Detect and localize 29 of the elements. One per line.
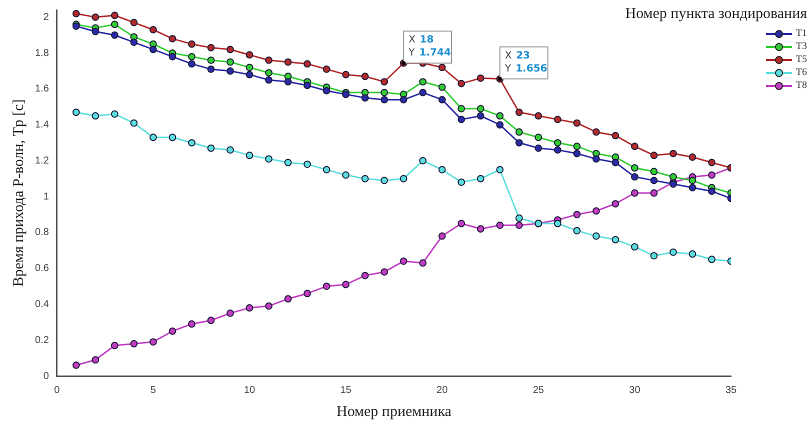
y-tick-label: 2 bbox=[43, 12, 50, 23]
y-tick-label: 1.2 bbox=[34, 155, 50, 166]
x-tick-label: 20 bbox=[436, 384, 448, 396]
legend-title: Номер пункта зондирования bbox=[625, 6, 807, 23]
x-tick-label: 35 bbox=[725, 384, 737, 396]
legend-label: T1 bbox=[796, 28, 807, 39]
x-tick-label: 10 bbox=[244, 384, 256, 396]
x-axis-title: Номер приемника bbox=[336, 404, 452, 420]
y-tick-label: 1 bbox=[43, 191, 50, 202]
annotation: X 23 Y 1.656 bbox=[504, 50, 548, 74]
annotation: X 18 Y 1.744 bbox=[408, 34, 451, 59]
y-tick-label: 1.8 bbox=[34, 48, 50, 59]
y-tick-label: 1.6 bbox=[34, 84, 50, 95]
legend-label: T3 bbox=[796, 41, 807, 52]
legend-label: T6 bbox=[796, 67, 807, 78]
x-tick-label: 25 bbox=[532, 384, 544, 396]
y-tick-label: 1.4 bbox=[34, 120, 50, 131]
y-tick-label: 0.4 bbox=[34, 298, 50, 310]
y-tick-label: 0.2 bbox=[34, 334, 50, 346]
x-tick-label: 0 bbox=[54, 384, 60, 396]
legend-label: T5 bbox=[796, 54, 807, 65]
y-tick-label: 0.6 bbox=[34, 263, 50, 274]
x-tick-label: 5 bbox=[150, 384, 156, 396]
x-tick-label: 30 bbox=[629, 384, 641, 396]
y-axis-title: Время прихода P-волн, Tp [c] bbox=[10, 99, 27, 287]
x-tick-label: 15 bbox=[340, 384, 352, 396]
y-tick-label: 0 bbox=[43, 370, 50, 382]
legend-label: T8 bbox=[796, 80, 807, 91]
y-tick-label: 0.8 bbox=[34, 227, 50, 238]
